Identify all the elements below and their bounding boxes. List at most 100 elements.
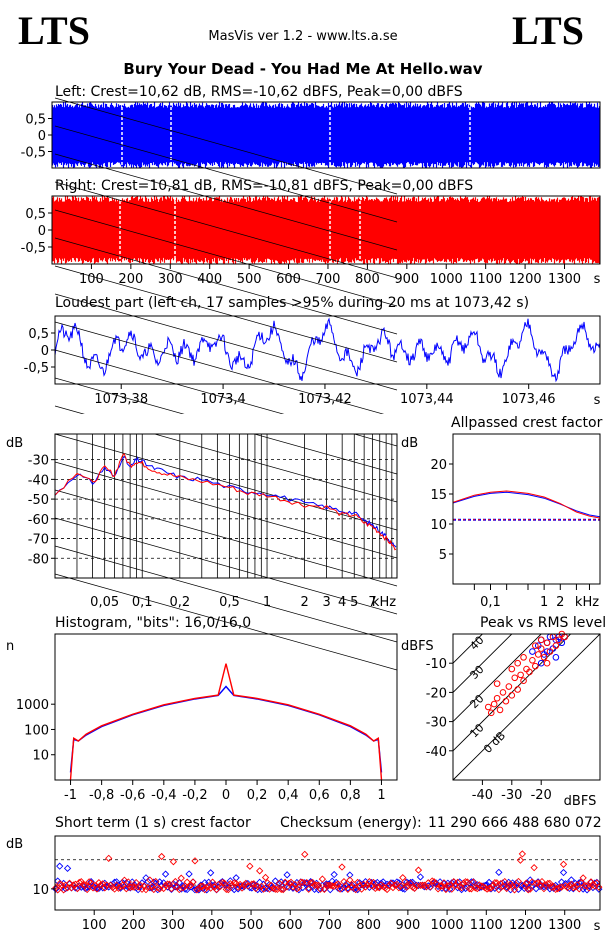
x-tick-label: 0,2 [169,595,190,610]
file-title: Bury Your Dead - You Had Me At Hello.wav [123,60,482,78]
short-crest-point [406,878,415,887]
short-crest-point [85,878,93,886]
short-crest-point [261,873,270,882]
short-crest-point [193,885,201,893]
short-crest-point [87,879,95,887]
short-crest-series-left [52,862,603,894]
short-crest-point [318,875,327,883]
peak-rms-point [526,668,533,676]
short-crest-point [222,885,230,894]
short-crest-point [522,879,530,887]
short-crest-point [218,878,227,887]
short-crest-point [122,885,130,893]
x-tick-label: 500 [237,272,262,287]
waveform-fill [51,196,601,264]
x-tick-label: 100 [79,272,104,287]
x-tick-label: 1300 [548,272,581,287]
panel-title: Allpassed crest factor [451,415,603,431]
short-crest-point [354,878,362,887]
spectrum-grid [54,97,398,671]
x-unit-label: s [594,272,601,287]
short-crest-point [167,884,176,893]
x-tick-label: 5 [350,595,358,610]
x-tick-label: 700 [317,918,342,933]
x-tick-label: -20 [531,788,552,803]
x-tick-label: 1200 [509,918,542,933]
short-crest-point [369,878,378,887]
peak-rms-point [543,659,551,667]
slope-line [54,97,398,195]
short-crest-point [307,877,315,886]
slope-line [54,433,398,531]
short-crest-point [467,885,476,893]
short-crest-point [154,883,162,892]
short-crest-point [89,884,97,892]
short-crest-point [265,880,274,889]
short-crest-point [171,877,180,886]
short-crest-point [238,884,246,892]
short-crest-point [220,879,229,887]
peak-rms-point [484,703,492,711]
peak-rms-point [493,694,501,702]
short-crest-point [287,878,295,886]
crest-line-label: 40 [467,634,486,653]
short-crest-point [393,880,401,889]
x-tick-label: -0,2 [182,788,207,803]
short-crest-point [526,885,534,893]
short-crest-point [595,883,603,891]
short-crest-point [112,881,121,889]
histogram-series-left [69,685,383,773]
short-crest-point [187,881,195,889]
short-crest-point [471,884,479,892]
short-crest-point [455,878,464,886]
short-crest-point [116,883,125,891]
short-crest-point [557,883,566,891]
short-crest-point [581,882,589,890]
short-crest-point [473,881,481,889]
x-tick-label: 1073,42 [298,392,352,407]
slope-line [54,573,398,671]
x-tick-label: 100 [82,918,107,933]
short-crest-point [67,884,76,892]
short-crest-point [518,850,527,858]
crest-series-left [452,491,601,518]
short-crest-point [550,882,558,891]
short-crest-point [414,866,423,874]
slope-line [54,237,398,335]
short-crest-point [69,881,78,889]
peak-rms-series-right [484,630,569,717]
peak-rms-point [520,654,527,661]
x-tick-label: 200 [121,918,146,933]
y-tick-label: 0 [38,224,46,239]
y-unit-label: dB [6,436,23,451]
short-crest-point [305,885,313,893]
slope-line [54,181,398,279]
peak-rms-point [502,697,510,705]
short-crest-point [524,885,532,893]
short-crest-point [555,884,564,893]
short-crest-point [246,862,254,870]
short-crest-point [375,884,383,892]
short-crest-point [271,877,279,885]
x-tick-label: 1100 [469,272,502,287]
short-crest-frame [54,835,601,911]
short-crest-point [416,873,425,881]
short-crest-point [565,881,574,890]
checksum-value: 11 290 666 488 680 072 [428,815,602,831]
short-crest-point [242,879,250,888]
short-crest-point [279,885,287,894]
allpassed-frame [452,433,601,585]
crest-series-right [452,490,601,519]
short-crest-point [408,878,417,886]
short-crest-point [73,884,81,893]
x-tick-label: 0,1 [132,595,153,610]
short-crest-point [79,881,87,889]
short-crest-point [391,881,399,889]
short-crest-point [334,880,342,888]
peak-rms-point [552,642,560,649]
x-tick-label: 800 [355,272,380,287]
panel-title: Right: Crest=10,81 dB, RMS=-10,81 dBFS, … [55,178,473,194]
crest-line [452,633,483,664]
short-crest-point [440,879,448,887]
slope-line [54,461,398,559]
